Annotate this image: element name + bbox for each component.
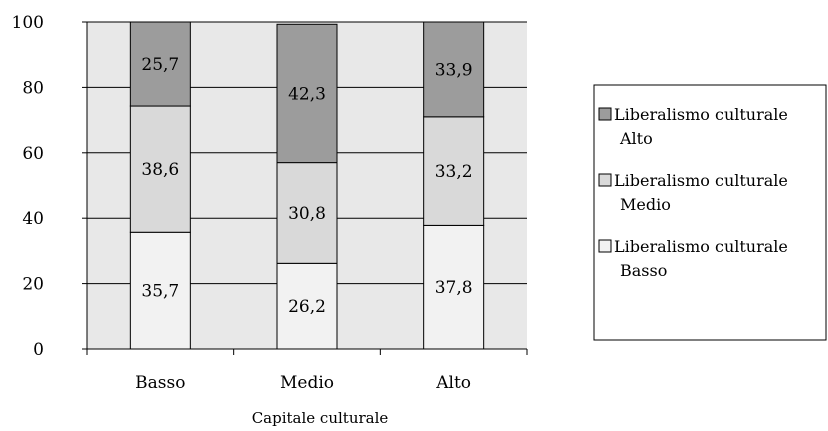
y-tick-label-40: 40 — [22, 209, 44, 229]
legend-label-series-2-line-1: Alto — [619, 129, 653, 148]
y-tick-label-20: 20 — [22, 275, 44, 295]
data-label-basso-series-2: 25,7 — [141, 55, 179, 75]
legend-swatch-series-0 — [598, 239, 612, 253]
x-tick-label-basso: Basso — [135, 373, 185, 393]
legend-swatch-series-2 — [598, 107, 612, 121]
axes — [86, 22, 527, 350]
legend: Liberalismo culturale Alto Liberalismo cul… — [593, 84, 827, 341]
y-tick-label-100: 100 — [12, 13, 44, 33]
data-label-medio-series-0: 26,2 — [288, 297, 326, 317]
legend-label-series-2-line-0: Liberalismo culturale — [614, 105, 788, 124]
x-tick-label-alto: Alto — [435, 373, 471, 393]
data-label-basso-series-0: 35,7 — [141, 282, 179, 302]
bar-basso-series-1 — [129, 105, 191, 233]
y-tick-label-60: 60 — [22, 144, 44, 164]
data-label-alto-series-2: 33,9 — [435, 60, 473, 80]
legend-box — [593, 84, 827, 341]
legend-label-series-0-line-1: Basso — [620, 261, 667, 280]
x-axis-ticks: Basso Medio Alto — [86, 349, 528, 393]
data-label-alto-series-0: 37,8 — [435, 278, 473, 298]
bar-basso-series-2 — [129, 21, 191, 107]
bar-medio-series-0 — [276, 262, 338, 350]
y-tick-label-0: 0 — [33, 340, 44, 360]
bars: 35,7 38,6 25,7 26,2 30,8 42,3 37,8 33,2 33,9 — [129, 21, 485, 350]
bar-alto-series-1 — [423, 116, 485, 226]
legend-swatch-series-1 — [598, 173, 612, 187]
y-tick-label-80: 80 — [22, 78, 44, 98]
bar-medio-series-2 — [276, 23, 338, 164]
legend-label-series-1-line-0: Liberalismo culturale — [614, 171, 788, 190]
y-axis-ticks: 0 20 40 60 80 100 — [12, 13, 87, 360]
x-axis-title: Capitale culturale — [252, 409, 389, 427]
x-tick-label-medio: Medio — [280, 373, 334, 393]
legend-label-series-1-line-1: Medio — [620, 195, 671, 214]
bar-medio-series-1 — [276, 162, 338, 264]
bar-basso-series-0 — [129, 231, 191, 350]
data-label-medio-series-1: 30,8 — [288, 204, 326, 224]
legend-label-series-0-line-0: Liberalismo culturale — [614, 237, 788, 256]
bar-alto-series-2 — [423, 21, 485, 118]
data-label-medio-series-2: 42,3 — [288, 84, 326, 104]
data-label-alto-series-1: 33,2 — [435, 162, 473, 182]
data-label-basso-series-1: 38,6 — [141, 160, 179, 180]
